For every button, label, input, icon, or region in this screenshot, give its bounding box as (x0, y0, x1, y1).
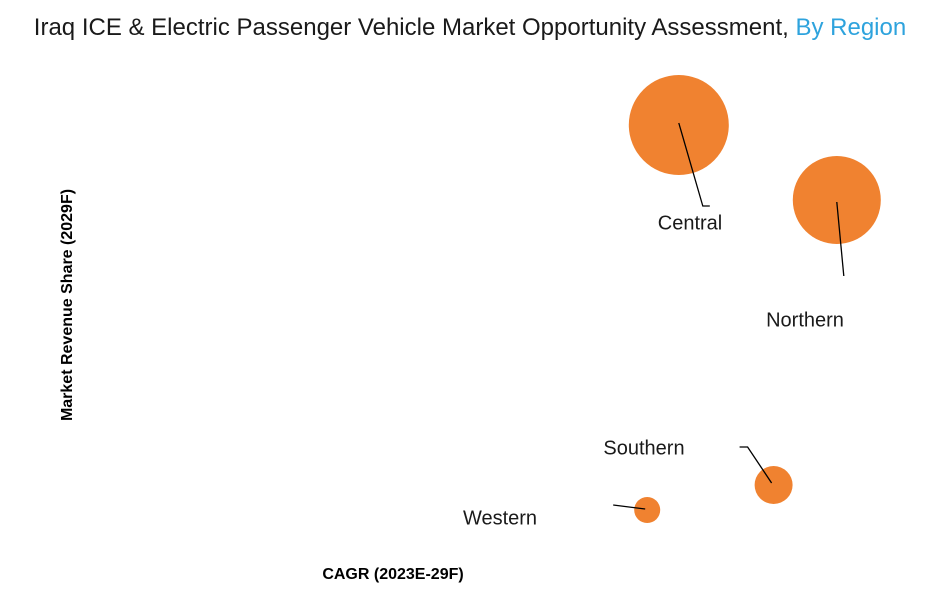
x-axis-label: CAGR (2023E-29F) (322, 566, 464, 583)
bubble-label-layer: Central Northern Southern Western (463, 212, 844, 529)
leader-line-central (678, 122, 710, 207)
bubble-label-central: Central (658, 212, 722, 234)
bubble-northern (792, 156, 881, 244)
chart-title-accent: By Region (795, 14, 907, 41)
leader-line-layer (613, 122, 845, 510)
y-axis-label: Market Revenue Share (2029F) (59, 188, 76, 422)
leader-line-southern (739, 446, 773, 484)
chart-title-main: Iraq ICE & Electric Passenger Vehicle Ma… (33, 14, 789, 41)
bubble-label-western: Western (463, 507, 537, 529)
chart-title: Iraq ICE & Electric Passenger Vehicle Ma… (0, 14, 940, 42)
bubble-label-southern: Southern (603, 437, 684, 459)
bubble-label-northern: Northern (766, 309, 844, 331)
leader-line-northern (836, 201, 845, 277)
bubble-southern (754, 466, 793, 504)
leader-line-western (613, 504, 646, 510)
bubble-western (634, 497, 661, 523)
